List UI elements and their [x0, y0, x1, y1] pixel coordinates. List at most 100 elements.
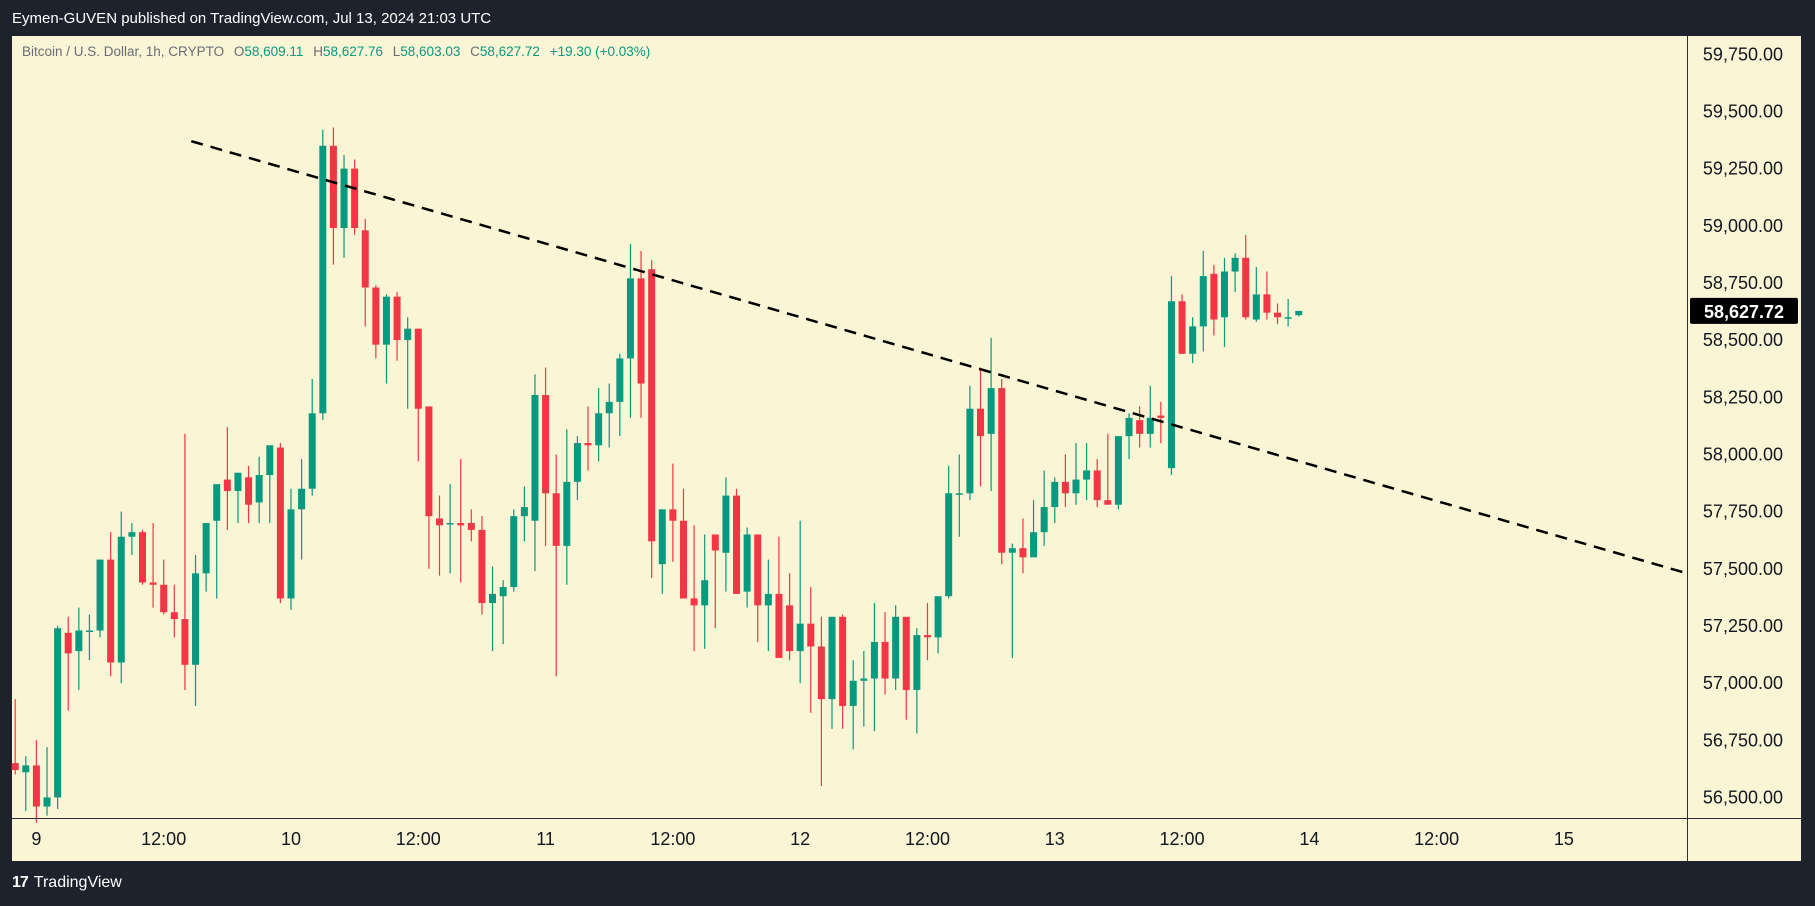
candle-body[interactable]: [467, 523, 475, 530]
candle-body[interactable]: [75, 630, 83, 652]
candle-body[interactable]: [849, 680, 857, 706]
candle-body[interactable]: [796, 623, 804, 652]
candle-body[interactable]: [775, 593, 783, 658]
candle-body[interactable]: [1114, 436, 1122, 505]
candle-body[interactable]: [626, 278, 634, 359]
candle-body[interactable]: [754, 534, 762, 606]
candle-body[interactable]: [839, 616, 847, 706]
candle-body[interactable]: [520, 507, 528, 517]
candle-body[interactable]: [298, 488, 306, 510]
candle-body[interactable]: [351, 168, 359, 229]
candle-body[interactable]: [404, 328, 412, 341]
candle-body[interactable]: [308, 413, 316, 489]
candle-body[interactable]: [276, 447, 284, 599]
candle-body[interactable]: [966, 408, 974, 494]
candle-body[interactable]: [319, 145, 327, 414]
candlestick-chart[interactable]: 59,750.00 59,500.00 59,250.00 59,000.00 58,7…: [0, 0, 1815, 861]
candle-body[interactable]: [478, 529, 486, 604]
candle-body[interactable]: [892, 616, 900, 679]
candle-body[interactable]: [733, 495, 741, 594]
candle-body[interactable]: [11, 763, 19, 770]
candle-body[interactable]: [138, 532, 146, 583]
candle-body[interactable]: [1093, 470, 1101, 501]
candle-body[interactable]: [414, 328, 422, 409]
candle-body[interactable]: [913, 635, 921, 690]
candle-body[interactable]: [489, 593, 497, 604]
candle-body[interactable]: [1051, 481, 1059, 508]
candle-body[interactable]: [1220, 271, 1228, 318]
candle-body[interactable]: [96, 559, 104, 631]
candle-body[interactable]: [22, 765, 30, 773]
candle-body[interactable]: [542, 394, 550, 494]
candle-body[interactable]: [998, 388, 1006, 553]
candle-body[interactable]: [234, 472, 242, 492]
candle-body[interactable]: [372, 287, 380, 345]
candle-body[interactable]: [128, 532, 136, 537]
candle-body[interactable]: [1030, 532, 1038, 558]
candle-body[interactable]: [1072, 479, 1080, 494]
candle-body[interactable]: [743, 534, 751, 592]
candle-body[interactable]: [605, 401, 613, 414]
candle-body[interactable]: [499, 587, 507, 597]
candle-body[interactable]: [817, 646, 825, 700]
candle-body[interactable]: [1061, 481, 1069, 494]
candle-body[interactable]: [446, 523, 454, 525]
candle-body[interactable]: [1231, 257, 1239, 272]
candle-body[interactable]: [160, 584, 168, 613]
candle-body[interactable]: [85, 630, 93, 633]
candle-body[interactable]: [722, 495, 730, 553]
candle-body[interactable]: [64, 632, 72, 654]
candle-body[interactable]: [648, 269, 656, 542]
candle-body[interactable]: [860, 678, 868, 681]
candle-body[interactable]: [637, 278, 645, 384]
candle-body[interactable]: [340, 168, 348, 229]
candle-body[interactable]: [457, 523, 465, 526]
tradingview-logo[interactable]: 17 TradingView: [12, 874, 122, 892]
candle-body[interactable]: [32, 765, 40, 807]
candle-body[interactable]: [711, 534, 719, 551]
candle-body[interactable]: [393, 296, 401, 341]
candle-body[interactable]: [807, 623, 815, 647]
candle-body[interactable]: [669, 509, 677, 521]
candle-body[interactable]: [573, 443, 581, 482]
candle-body[interactable]: [43, 797, 51, 807]
candle-body[interactable]: [170, 612, 178, 620]
candle-body[interactable]: [1274, 312, 1282, 318]
candle-body[interactable]: [563, 481, 571, 546]
candle-body[interactable]: [1157, 415, 1165, 418]
candle-body[interactable]: [764, 593, 772, 606]
candle-body[interactable]: [1284, 317, 1292, 319]
candle-body[interactable]: [690, 598, 698, 606]
candle-body[interactable]: [117, 536, 125, 663]
candle-body[interactable]: [870, 641, 878, 679]
candle-body[interactable]: [1040, 507, 1048, 533]
candle-body[interactable]: [1008, 548, 1016, 553]
candle-body[interactable]: [1167, 301, 1175, 469]
candle-body[interactable]: [436, 518, 444, 526]
candle-body[interactable]: [786, 605, 794, 652]
candle-body[interactable]: [1242, 257, 1250, 318]
candle-body[interactable]: [266, 445, 274, 476]
candle-body[interactable]: [287, 509, 295, 599]
candle-body[interactable]: [977, 408, 985, 437]
candle-body[interactable]: [658, 509, 666, 565]
candle-body[interactable]: [329, 145, 337, 229]
candle-body[interactable]: [531, 394, 539, 521]
last-price-tag[interactable]: [1690, 297, 1798, 324]
candle-body[interactable]: [54, 628, 62, 798]
candle-body[interactable]: [1104, 500, 1112, 505]
candle-body[interactable]: [987, 388, 995, 434]
candle-body[interactable]: [923, 635, 931, 638]
candle-body[interactable]: [881, 641, 889, 679]
candle-body[interactable]: [1263, 294, 1271, 313]
candle-body[interactable]: [902, 616, 910, 690]
candle-body[interactable]: [245, 477, 253, 505]
candle-body[interactable]: [584, 443, 592, 446]
symbol-title[interactable]: Bitcoin / U.S. Dollar, 1h, CRYPTO: [22, 44, 225, 59]
candle-body[interactable]: [1136, 420, 1144, 434]
candle-body[interactable]: [955, 493, 963, 495]
candle-body[interactable]: [255, 475, 263, 503]
candle-body[interactable]: [616, 358, 624, 402]
candle-body[interactable]: [181, 619, 189, 665]
candle-body[interactable]: [1295, 310, 1303, 316]
